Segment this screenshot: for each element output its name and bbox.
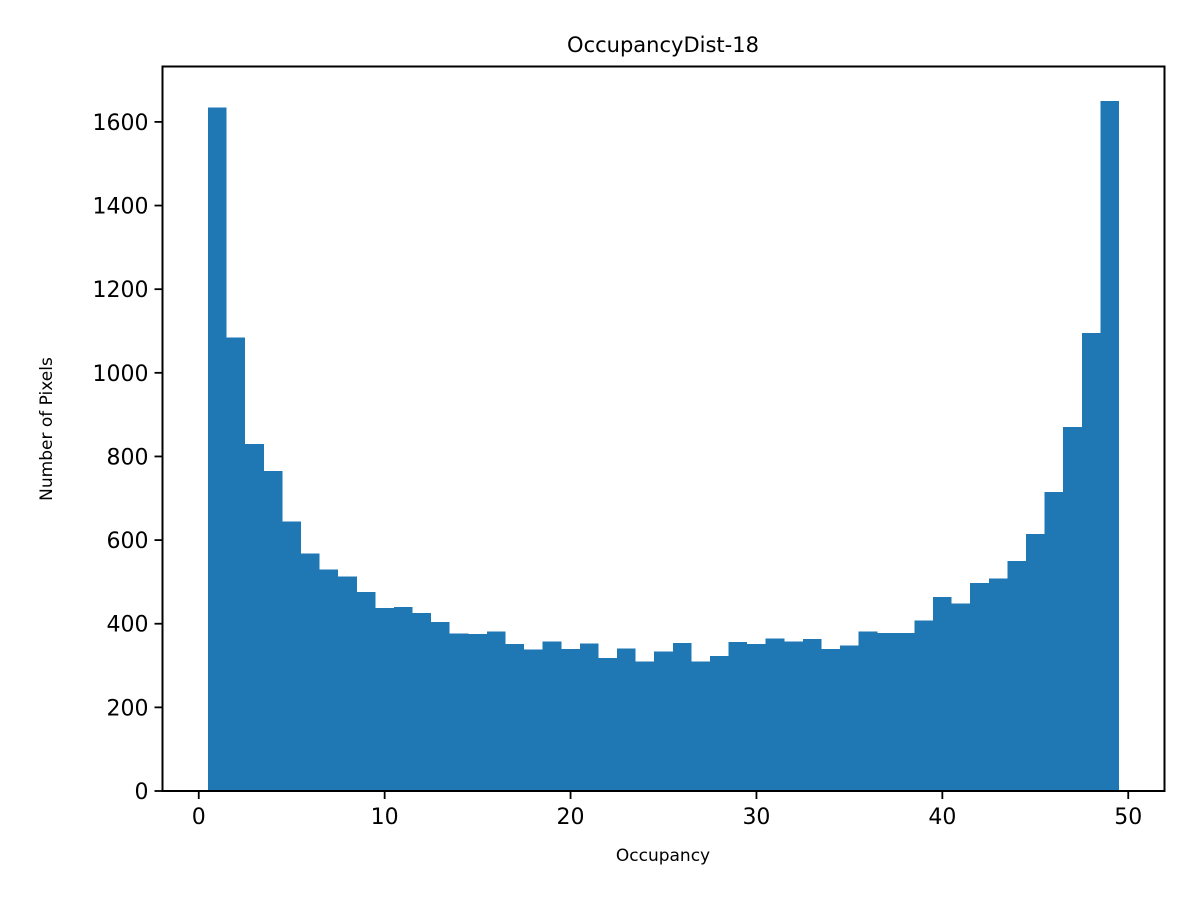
histogram-bar [338, 576, 357, 791]
y-tick-label: 1000 [93, 362, 149, 387]
histogram-bar [802, 638, 822, 791]
y-tick-label: 200 [107, 696, 149, 721]
histogram-bar [1026, 533, 1045, 791]
histogram-bar [1081, 333, 1101, 791]
y-tick-label: 400 [107, 613, 149, 638]
histogram-bar [263, 471, 283, 791]
axes-box [161, 65, 1166, 792]
histogram-bar [542, 641, 562, 791]
x-tick-label: 40 [928, 805, 956, 830]
x-tick-label: 50 [1114, 805, 1142, 830]
histogram-bar [784, 641, 803, 791]
histogram-bar [208, 107, 227, 791]
histogram-bar [1063, 427, 1082, 791]
x-axis-label: Occupancy [616, 846, 710, 866]
histogram-bar [319, 569, 339, 791]
x-tick-label: 0 [192, 805, 206, 830]
histogram-bar [524, 649, 543, 791]
histogram-bar [914, 620, 934, 791]
chart-title: OccupancyDist-18 [567, 33, 759, 57]
histogram-bar [412, 612, 432, 791]
histogram-bar [356, 591, 376, 791]
histogram-bar [691, 661, 710, 791]
histogram-bar [728, 642, 748, 791]
histogram-bar [635, 661, 655, 791]
histogram-bar [988, 578, 1008, 791]
histogram-bar [301, 553, 320, 791]
histogram-bar [1007, 561, 1026, 791]
histogram-bar [895, 632, 915, 791]
y-tick-label: 1200 [93, 278, 149, 303]
histogram-bar [858, 631, 878, 791]
histogram-bar [672, 642, 692, 791]
axes-layer: 0 10 20 30 40 50 0 200 400 600 800 1000 1200 1400 1600 [93, 65, 1166, 830]
bars-layer [208, 101, 1119, 791]
histogram-bar [951, 603, 971, 791]
histogram-bar [226, 337, 246, 791]
y-tick-label: 0 [135, 780, 149, 805]
histogram-bar [933, 596, 952, 791]
histogram-bar [393, 607, 413, 791]
histogram-bar [617, 648, 636, 791]
y-tick-label: 800 [107, 445, 149, 470]
histogram-bar [840, 645, 859, 791]
histogram-bar [431, 622, 450, 791]
y-tick-label: 1600 [93, 111, 149, 136]
histogram-bar [877, 632, 896, 791]
y-tick-label: 600 [107, 529, 149, 554]
histogram-bar [821, 648, 841, 791]
histogram-bar [765, 638, 785, 791]
histogram-bar [709, 655, 729, 791]
histogram-bar [561, 649, 580, 791]
histogram-bar [1044, 492, 1064, 791]
histogram-bar [579, 643, 599, 791]
y-axis-label: Number of Pixels [37, 357, 57, 501]
histogram-bar [282, 521, 301, 791]
x-tick-label: 10 [371, 805, 399, 830]
histogram-bar [598, 658, 618, 791]
histogram-bar [747, 644, 766, 791]
histogram-bar [654, 651, 673, 791]
histogram-bar [1100, 101, 1119, 791]
y-tick-label: 1400 [93, 195, 149, 220]
histogram-bar [245, 443, 264, 791]
histogram-bar [375, 607, 394, 791]
histogram-bar [468, 633, 487, 791]
x-tick-label: 30 [742, 805, 770, 830]
histogram-bar [486, 631, 506, 791]
histogram-bar [449, 633, 469, 791]
histogram-bar [505, 644, 525, 791]
x-tick-label: 20 [557, 805, 585, 830]
histogram-bar [970, 583, 989, 791]
